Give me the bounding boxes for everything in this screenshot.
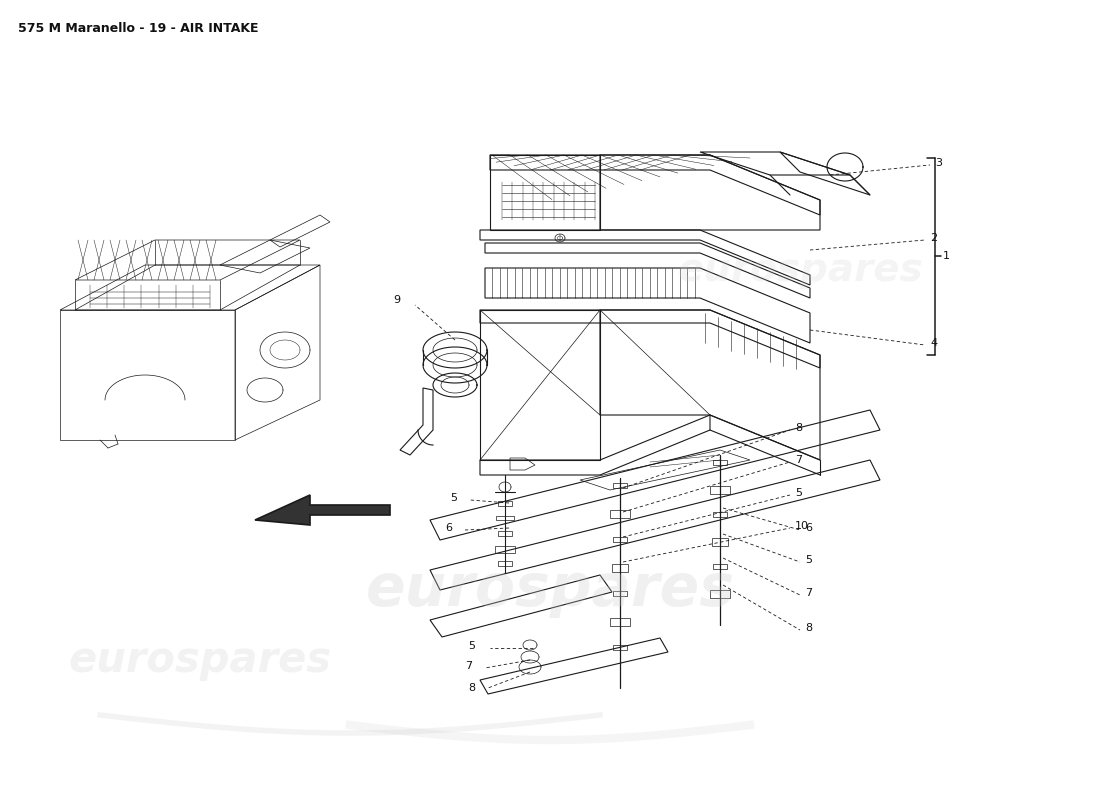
Text: 7: 7 <box>465 661 472 671</box>
Text: 7: 7 <box>805 588 812 598</box>
Text: 8: 8 <box>795 423 802 433</box>
Text: 5: 5 <box>450 493 456 503</box>
Text: 5: 5 <box>805 555 812 565</box>
Text: eurospares: eurospares <box>678 251 923 289</box>
Text: 1: 1 <box>943 251 950 261</box>
Text: 2: 2 <box>930 233 937 243</box>
Text: 5: 5 <box>795 488 802 498</box>
Text: 9: 9 <box>393 295 400 305</box>
Text: 6: 6 <box>446 523 452 533</box>
Text: 575 M Maranello - 19 - AIR INTAKE: 575 M Maranello - 19 - AIR INTAKE <box>18 22 258 35</box>
Polygon shape <box>255 495 390 525</box>
Text: eurospares: eurospares <box>365 562 735 618</box>
Text: 8: 8 <box>805 623 812 633</box>
Text: 3: 3 <box>935 158 942 168</box>
Text: 5: 5 <box>468 641 475 651</box>
Text: 6: 6 <box>805 523 812 533</box>
Text: 8: 8 <box>468 683 475 693</box>
Text: 4: 4 <box>930 338 937 348</box>
Text: 10: 10 <box>795 521 808 531</box>
Text: 7: 7 <box>795 455 802 465</box>
Text: eurospares: eurospares <box>68 639 331 681</box>
